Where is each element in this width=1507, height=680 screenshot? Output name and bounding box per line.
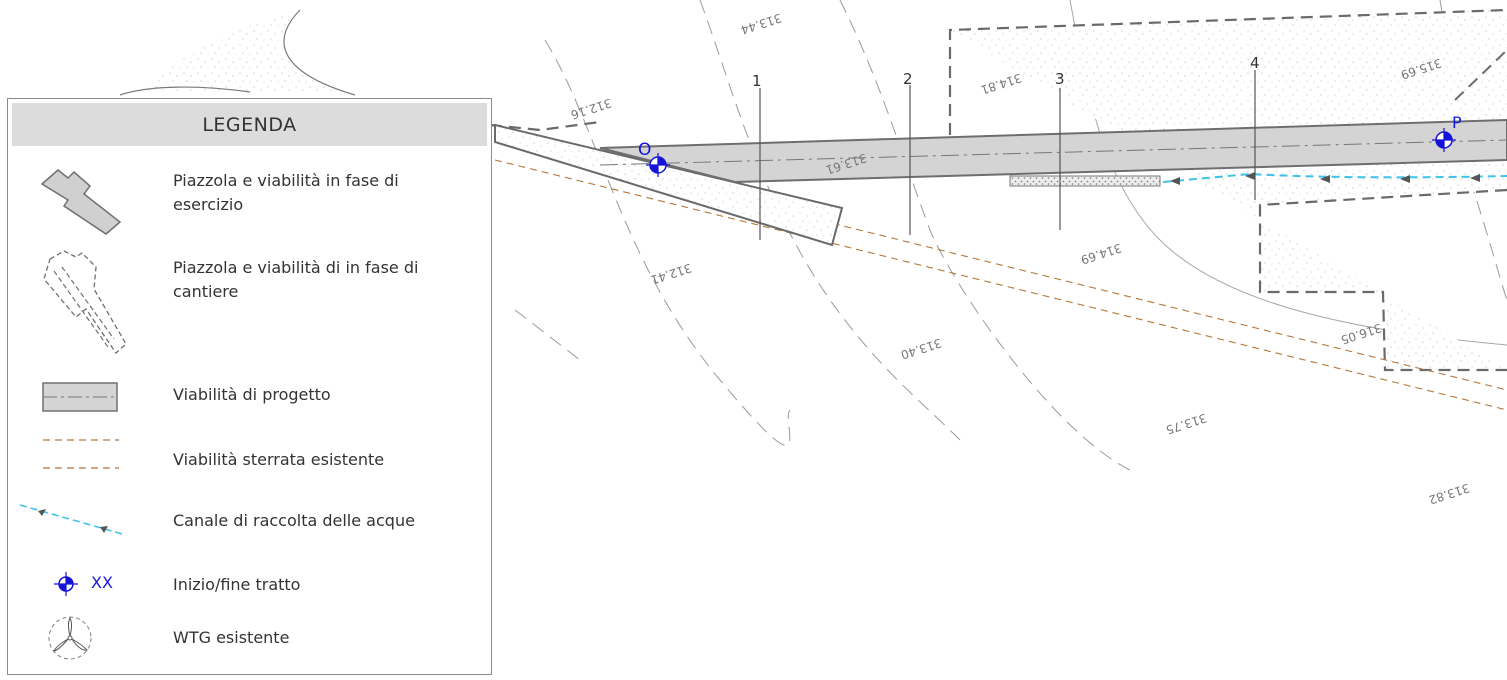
legend-label: WTG esistente bbox=[173, 628, 290, 647]
elevation-label: 312.41 bbox=[649, 261, 693, 287]
water-channel bbox=[1162, 172, 1507, 185]
start-end-marker-icon bbox=[54, 572, 78, 596]
elevation-label: 313.82 bbox=[1427, 481, 1471, 507]
elevation-label: 316.05 bbox=[1339, 321, 1383, 347]
elevation-label: 313.44 bbox=[739, 11, 783, 37]
elevation-label: 313.40 bbox=[899, 336, 943, 362]
elevation-label: 313.75 bbox=[1164, 411, 1208, 437]
construction-pad-icon bbox=[43, 250, 127, 354]
slope-edge-lower bbox=[119, 86, 251, 96]
legend-label: Viabilità di progetto bbox=[173, 385, 331, 404]
legend-label: Piazzola e viabilità in fase di esercizi… bbox=[173, 171, 399, 214]
dirt-road-icon bbox=[43, 439, 119, 469]
section-label: 3 bbox=[1055, 70, 1065, 88]
section-label: 2 bbox=[903, 70, 913, 88]
endpoint-label: P bbox=[1452, 113, 1462, 132]
legend-panel: LEGENDA Piazzola e viabilità in fase di … bbox=[7, 98, 492, 675]
endpoint-marker-o: O bbox=[638, 140, 670, 177]
elevation-label: 314.69 bbox=[1079, 241, 1123, 267]
legend-label: Piazzola e viabilità di in fase di canti… bbox=[173, 258, 419, 301]
project-road-icon bbox=[42, 382, 118, 412]
section-lines bbox=[759, 70, 1256, 240]
legend-label: Canale di raccolta delle acque bbox=[173, 511, 415, 530]
section-label: 4 bbox=[1250, 54, 1260, 72]
contour-lines bbox=[514, 0, 1507, 471]
section-label: 1 bbox=[752, 72, 762, 90]
wind-turbine-icon bbox=[48, 616, 92, 660]
endpoint-label: O bbox=[638, 140, 651, 160]
gravel-strip bbox=[1009, 175, 1161, 187]
endpoint-marker-p: P bbox=[1432, 113, 1462, 152]
water-channel-icon bbox=[19, 504, 127, 536]
legend-label: Viabilità sterrata esistente bbox=[173, 450, 385, 469]
operation-pad-icon bbox=[40, 169, 122, 235]
legend-label: Inizio/fine tratto bbox=[173, 575, 301, 594]
construction-area bbox=[489, 8, 1507, 372]
legend-title: LEGENDA bbox=[12, 103, 487, 146]
elevation-label: 314.81 bbox=[979, 71, 1023, 97]
slope-edge bbox=[283, 9, 356, 96]
marker-code-label: XX bbox=[91, 573, 113, 592]
slope-area bbox=[140, 10, 355, 95]
project-road bbox=[599, 118, 1507, 184]
